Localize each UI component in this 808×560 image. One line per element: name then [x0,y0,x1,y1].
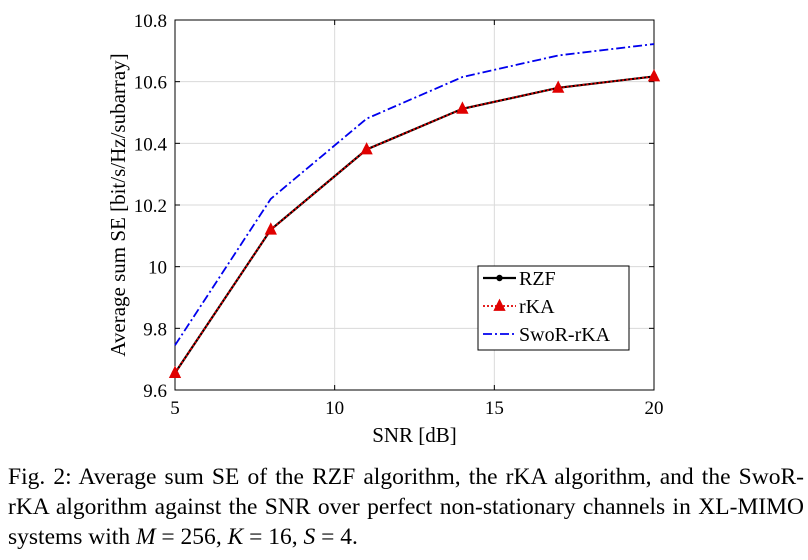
data-point [647,69,661,82]
y-tick-label: 9.6 [143,381,167,402]
y-tick-label: 10.8 [134,11,167,32]
figure-caption: Fig. 2: Average sum SE of the RZF algori… [8,462,804,552]
x-tick-label: 15 [485,398,504,419]
caption-sep-2: , [291,524,304,550]
legend-label: SwoR-rKA [519,324,611,346]
data-point [264,222,277,235]
y-tick-label: 10 [148,258,167,279]
y-tick-label: 10.6 [134,73,167,94]
legend-entry: RZF [483,268,556,290]
x-tick-label: 10 [325,398,344,419]
grid-lines [175,20,654,390]
series [168,43,661,378]
caption-m-value: = 256 [155,524,216,550]
y-tick-label: 10.2 [134,196,167,217]
legend-label: RZF [519,268,556,290]
legend-marker [493,298,506,311]
data-point [456,101,469,114]
y-tick-label: 9.8 [143,319,167,340]
data-point [168,365,182,378]
caption-k-symbol: K [227,524,244,550]
x-axis-label: SNR [dB] [372,423,457,447]
x-tick-label: 20 [645,398,664,419]
legend-entry: rKA [483,296,555,318]
legend: RZF rKA SwoR-rKA [477,265,630,351]
legend-entry: SwoR-rKA [483,324,611,346]
caption-label: Fig. 2: [8,464,72,490]
y-tick-label: 10.4 [134,134,168,155]
data-point [552,80,565,93]
y-axis-label: Average sum SE [bit/s/Hz/subarray] [106,53,130,356]
legend-marker [496,274,503,282]
series-line [174,75,655,374]
caption-s-symbol: S [303,524,316,550]
caption-text: Average sum SE of the RZF algorithm, the… [8,464,804,550]
series-rka [168,69,661,378]
axes: 5 10 15 20 9.6 9.8 10 10.2 10.4 10.6 10.8 [134,11,664,419]
sum-se-line-chart: 5 10 15 20 9.6 9.8 10 10.2 10.4 10.6 10.8 SNR [dB]… [106,11,664,447]
legend-label: rKA [519,296,555,318]
caption-s-value: = 4 [315,524,353,550]
x-tick-label: 5 [170,398,180,419]
series-line [174,43,655,346]
caption-sep-1: , [215,524,228,550]
caption-m-symbol: M [135,524,156,550]
caption-end: . [352,524,358,550]
caption-k-value: = 16 [243,524,292,550]
data-point [360,142,373,155]
series-swor-rka [174,43,655,346]
